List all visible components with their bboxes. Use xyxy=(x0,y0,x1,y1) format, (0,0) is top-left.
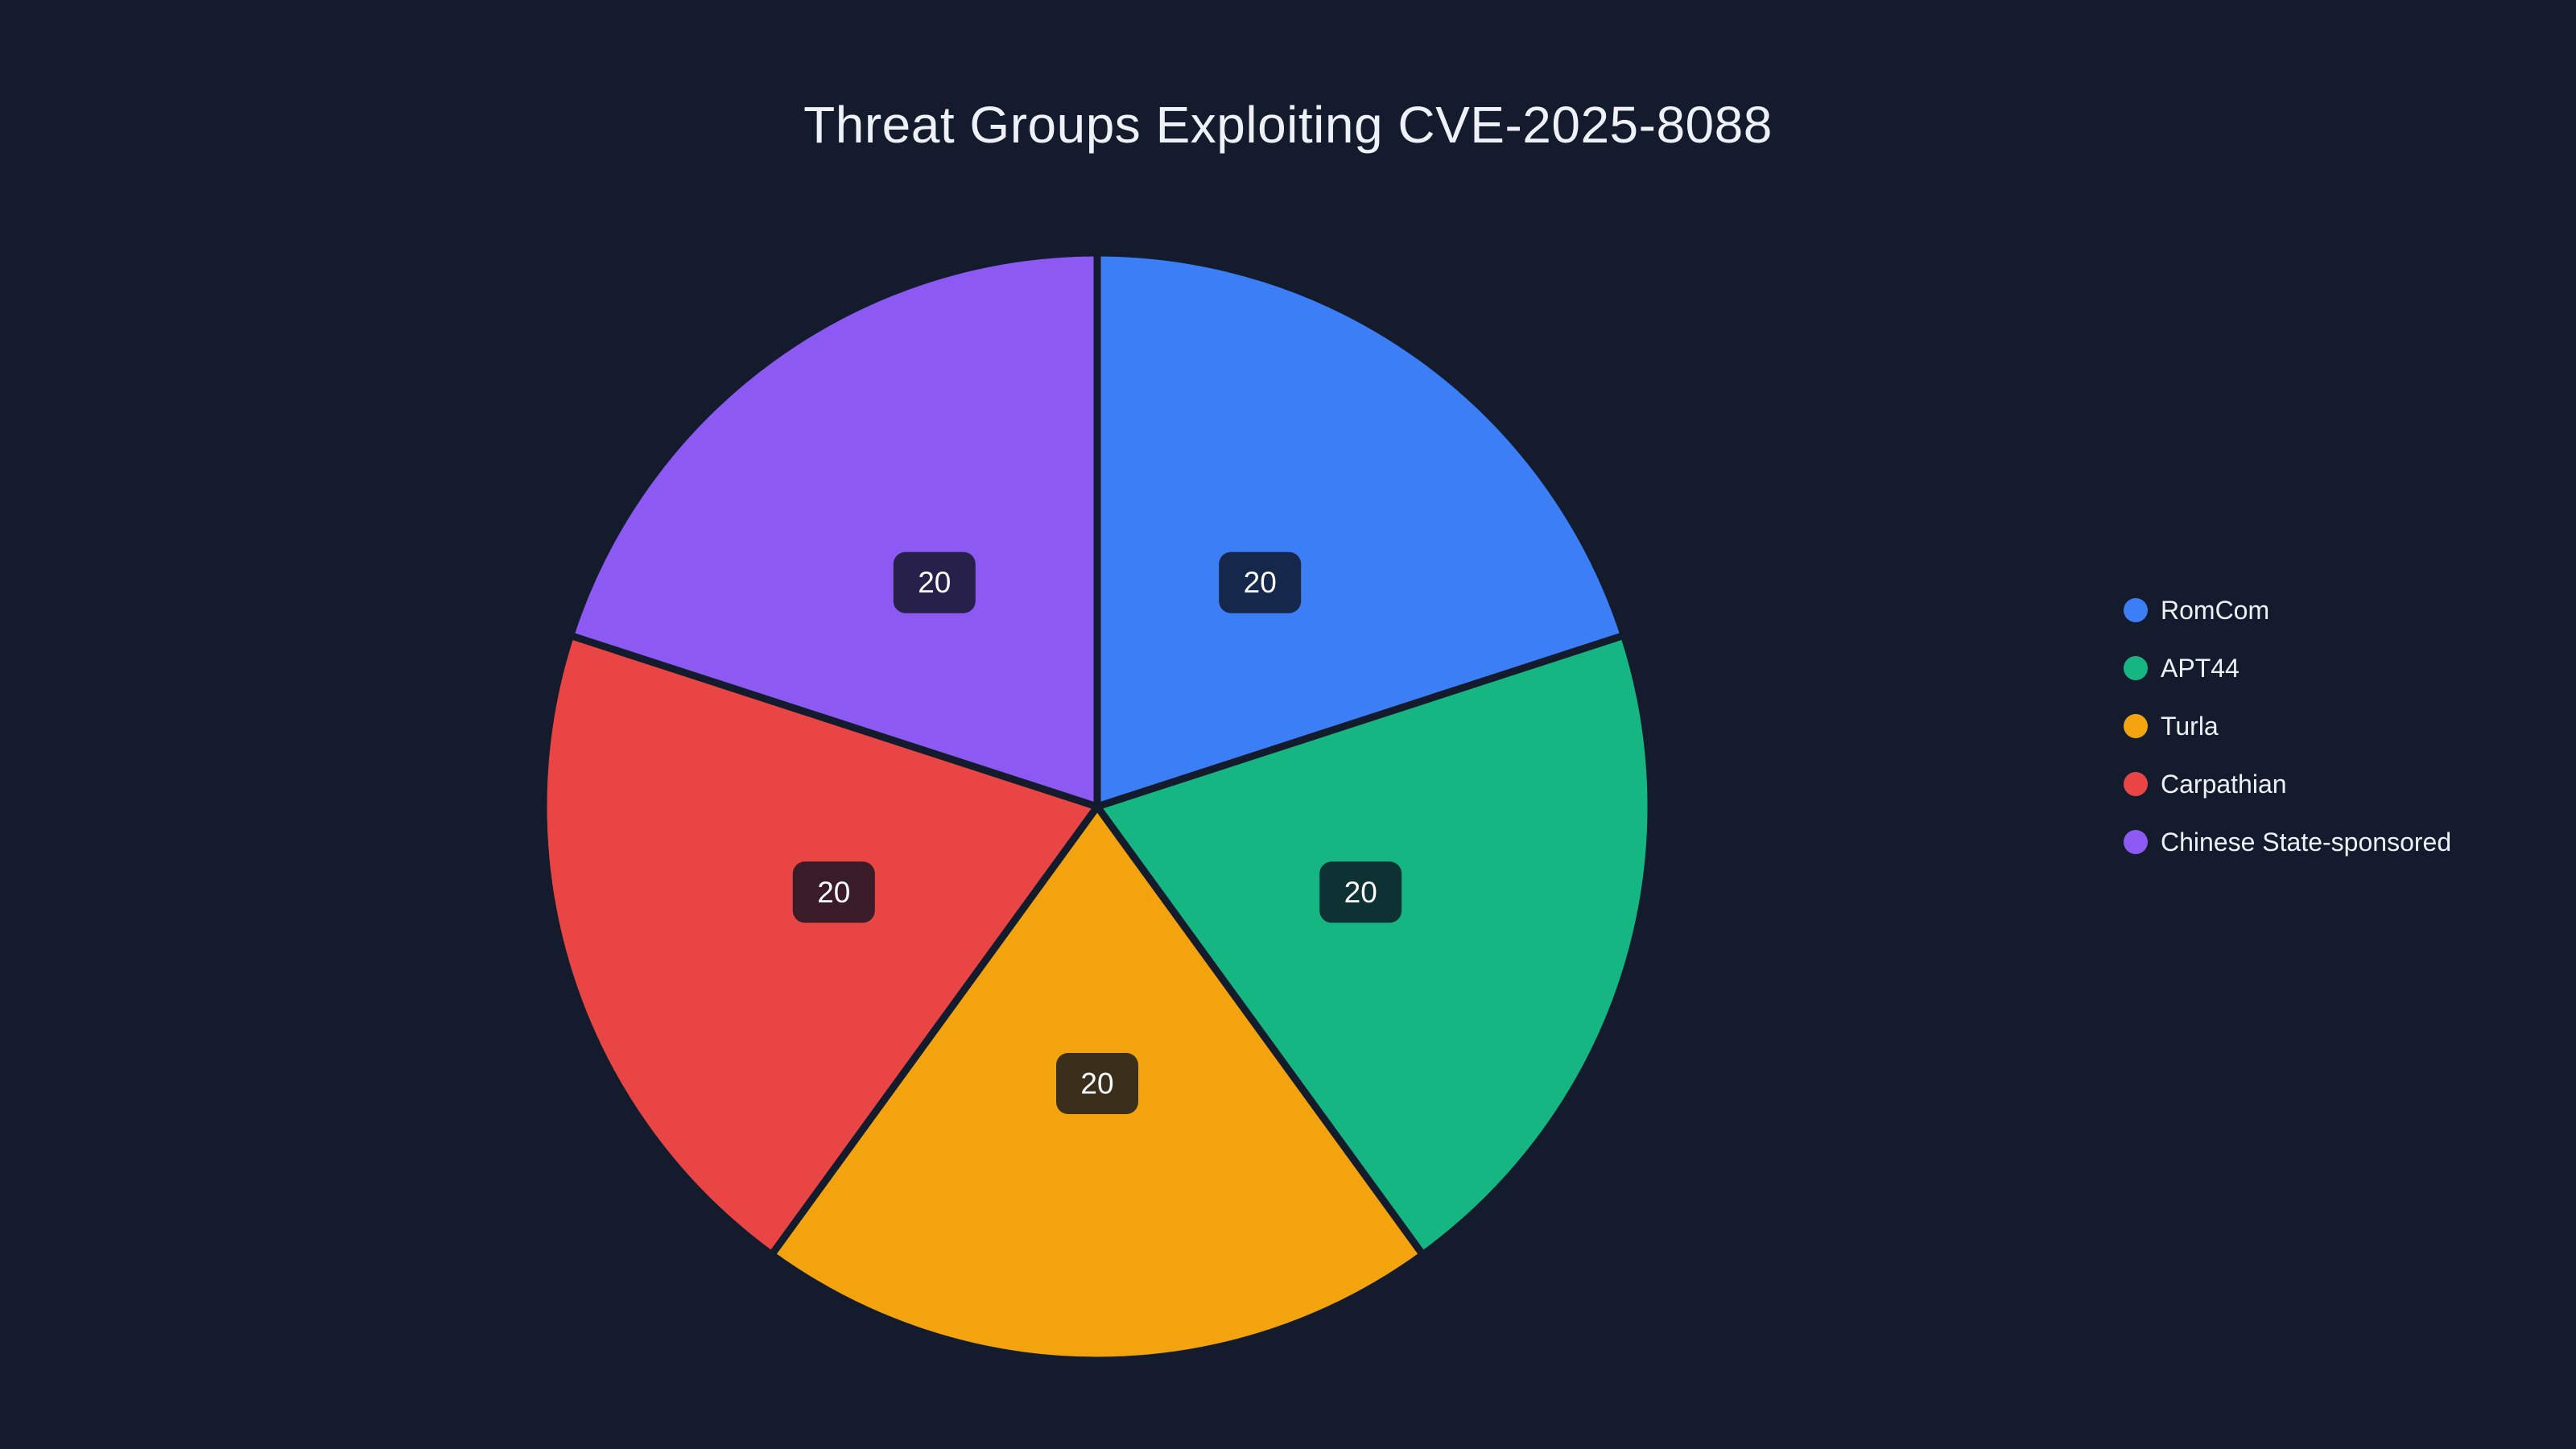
legend: RomCom APT44 Turla Carpathian Chinese State-… xyxy=(2124,581,2451,871)
slice-label-box xyxy=(792,861,875,923)
slice-label-value: 20 xyxy=(817,876,850,909)
legend-item-chinese-state-sponsored[interactable]: Chinese State-sponsored xyxy=(2124,813,2451,871)
pie-slice-chinese-state-sponsored[interactable] xyxy=(567,249,1101,811)
slice-value-label-romcom: 20 xyxy=(1219,551,1302,613)
legend-item-label: Turla xyxy=(2161,711,2219,741)
slice-label-value: 20 xyxy=(918,566,951,599)
legend-item-turla[interactable]: Turla xyxy=(2124,697,2451,755)
slice-label-box xyxy=(1056,1053,1138,1114)
slice-value-label-carpathian: 20 xyxy=(792,861,875,923)
legend-color-dot-icon xyxy=(2124,598,2148,622)
slice-value-label-turla: 20 xyxy=(1056,1053,1138,1114)
legend-color-dot-icon xyxy=(2124,656,2148,680)
slice-label-box xyxy=(893,551,976,613)
legend-item-label: Carpathian xyxy=(2161,769,2287,799)
legend-color-dot-icon xyxy=(2124,830,2148,854)
legend-item-label: Chinese State-sponsored xyxy=(2161,827,2452,857)
slice-label-box xyxy=(1219,551,1302,613)
slice-label-value: 20 xyxy=(1080,1067,1113,1100)
pie-slice-carpathian[interactable] xyxy=(539,631,1101,1259)
chart-title: Threat Groups Exploiting CVE-2025-8088 xyxy=(803,96,1773,154)
legend-item-label: APT44 xyxy=(2161,653,2240,683)
legend-item-apt44[interactable]: APT44 xyxy=(2124,639,2451,697)
legend-color-dot-icon xyxy=(2124,772,2148,796)
pie-chart: 20 20 20 20 20 xyxy=(539,249,1655,1364)
pie-slice-apt44[interactable] xyxy=(1093,631,1655,1259)
pie-slice-romcom[interactable] xyxy=(1093,249,1628,811)
slice-label-value: 20 xyxy=(1244,566,1277,599)
slice-value-label-chinese-state-sponsored: 20 xyxy=(893,551,976,613)
legend-item-label: RomCom xyxy=(2161,595,2270,625)
legend-item-romcom[interactable]: RomCom xyxy=(2124,581,2451,639)
legend-item-carpathian[interactable]: Carpathian xyxy=(2124,755,2451,813)
slice-value-label-apt44: 20 xyxy=(1319,861,1402,923)
legend-color-dot-icon xyxy=(2124,714,2148,738)
slice-label-box xyxy=(1319,861,1402,923)
slice-label-value: 20 xyxy=(1344,876,1377,909)
